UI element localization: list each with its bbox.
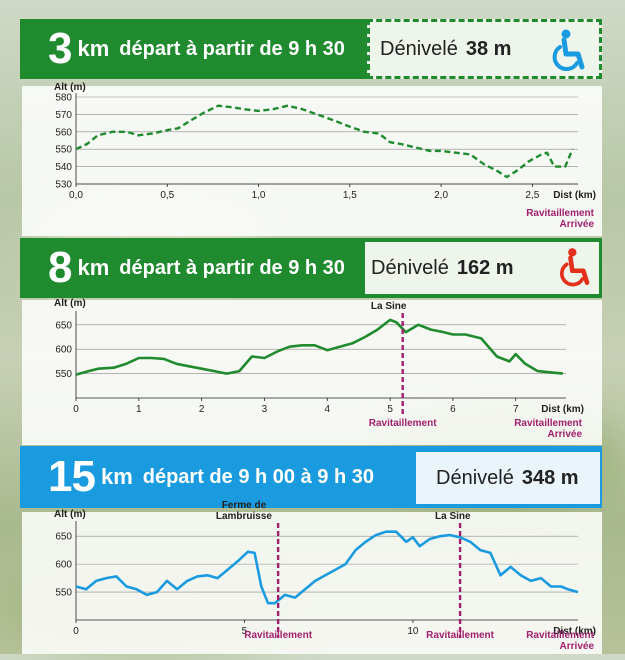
x-tick-label: 0: [73, 626, 79, 637]
refreshment-label: Ravitaillement: [244, 630, 312, 641]
refreshment-label: Ravitaillement: [526, 630, 594, 641]
place-label: Ferme de: [222, 500, 267, 511]
y-tick-label: 650: [55, 532, 72, 543]
elevation-line: [76, 532, 578, 604]
place-label: La Sine: [435, 511, 471, 522]
y-tick-label: 600: [55, 560, 72, 571]
y-tick-label: 550: [55, 588, 72, 599]
y-axis-label: Alt (m): [54, 509, 86, 520]
refreshment-label: Ravitaillement: [426, 630, 494, 641]
refreshment-label: Arrivée: [560, 641, 595, 652]
place-label: Lambruisse: [216, 511, 273, 522]
x-tick-label: 10: [407, 626, 419, 637]
